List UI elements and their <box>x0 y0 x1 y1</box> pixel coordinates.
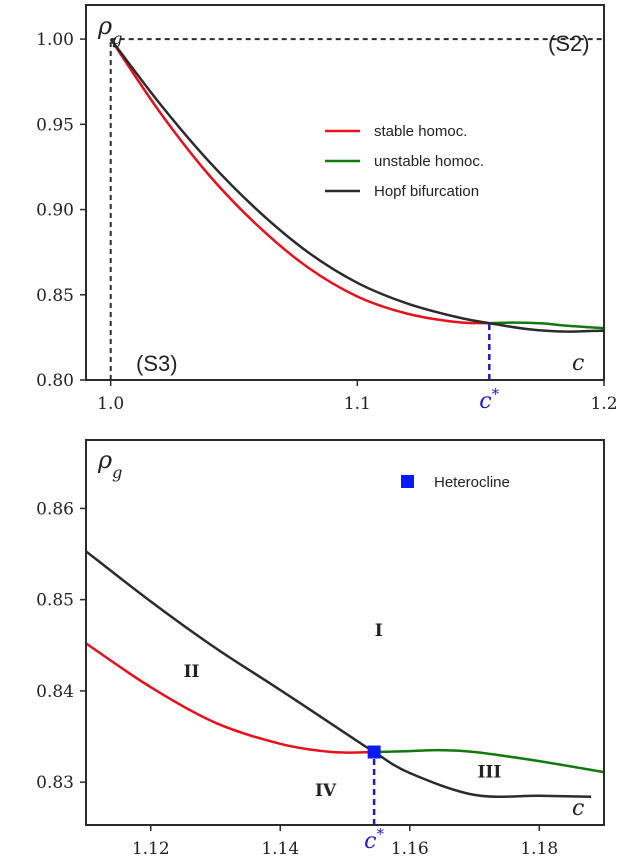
chart-top-frame <box>85 4 605 381</box>
chart-0-xtick-label: 1.0 <box>97 394 124 414</box>
chart-bottom-ticks: 1.12 1.14 1.16 1.18 0.83 0.84 0.85 0.86 <box>36 499 558 856</box>
chart-0-ytick-label: 0.95 <box>36 115 74 135</box>
chart-1-series-unstable <box>374 748 604 774</box>
chart-1-ytick-label: 0.84 <box>36 682 74 702</box>
legend-heterocline-label: Heterocline <box>434 474 510 491</box>
chart-1-xtick-label: 1.18 <box>520 839 558 856</box>
chart-0-series-stable <box>109 38 490 325</box>
region-label-III: III <box>477 763 501 783</box>
chart-1-xtick-label: 1.12 <box>132 839 170 856</box>
chart-top-guides <box>109 38 604 380</box>
chart-1-series-hopf <box>86 550 592 799</box>
chart-bottom-legend: Heterocline <box>401 474 510 491</box>
chart-0-series-hopf <box>109 38 604 333</box>
chart-top-corner-s3: (S3) <box>136 351 178 376</box>
legend-heterocline-swatch <box>401 475 414 488</box>
legend-stable-label: stable homoc. <box>374 123 467 140</box>
chart-top-corner-s2: (S2) <box>548 31 590 56</box>
chart-1-series-stable <box>86 642 375 754</box>
chart-1-ytick-label: 0.83 <box>36 773 74 793</box>
legend-unstable-label: unstable homoc. <box>374 153 484 170</box>
chart-bottom-cstar-label: c* <box>364 825 384 854</box>
chart-top: 1.0 1.1 1.20.800.850.900.951.00 ρg c (S2) … <box>36 4 618 414</box>
chart-top-legend: stable homoc. unstable homoc. Hopf bifur… <box>325 123 484 200</box>
chart-top-xlabel: c <box>572 351 584 376</box>
region-label-II: II <box>184 662 200 682</box>
chart-top-ylabel: ρg <box>97 12 122 48</box>
chart-1-ytick-label: 0.85 <box>36 591 74 611</box>
region-label-IV: IV <box>315 781 337 801</box>
chart-0-ytick-label: 0.90 <box>36 201 74 221</box>
chart-bottom: 1.12 1.14 1.16 1.180.830.840.850.86 IIIIIII… <box>36 439 605 856</box>
chart-0-xtick-label: 1.2 <box>590 394 617 414</box>
chart-1-ytick-label: 0.86 <box>36 499 74 519</box>
chart-1-xtick-label: 1.14 <box>261 839 299 856</box>
chart-0-series-unstable <box>489 321 604 330</box>
heterocline-marker <box>367 745 381 759</box>
chart-bottom-frame <box>85 439 605 826</box>
chart-0-xtick-label: 1.1 <box>344 394 371 414</box>
chart-bottom-series <box>86 550 604 799</box>
chart-1-xtick-label: 1.16 <box>391 839 429 856</box>
chart-bottom-ylabel: ρg <box>97 446 122 482</box>
chart-top-series <box>109 38 604 333</box>
chart-top-ticks: 1.0 1.1 1.2 0.80 0.85 0.90 0.95 1.00 <box>36 30 617 414</box>
legend-hopf-label: Hopf bifurcation <box>374 183 479 200</box>
region-label-I: I <box>375 621 383 641</box>
chart-0-ytick-label: 0.85 <box>36 286 74 306</box>
chart-top-cstar-label: c* <box>479 385 499 414</box>
chart-0-ytick-label: 1.00 <box>36 30 74 50</box>
chart-0-ytick-label: 0.80 <box>36 371 74 391</box>
chart-bottom-xlabel: c <box>572 796 584 821</box>
